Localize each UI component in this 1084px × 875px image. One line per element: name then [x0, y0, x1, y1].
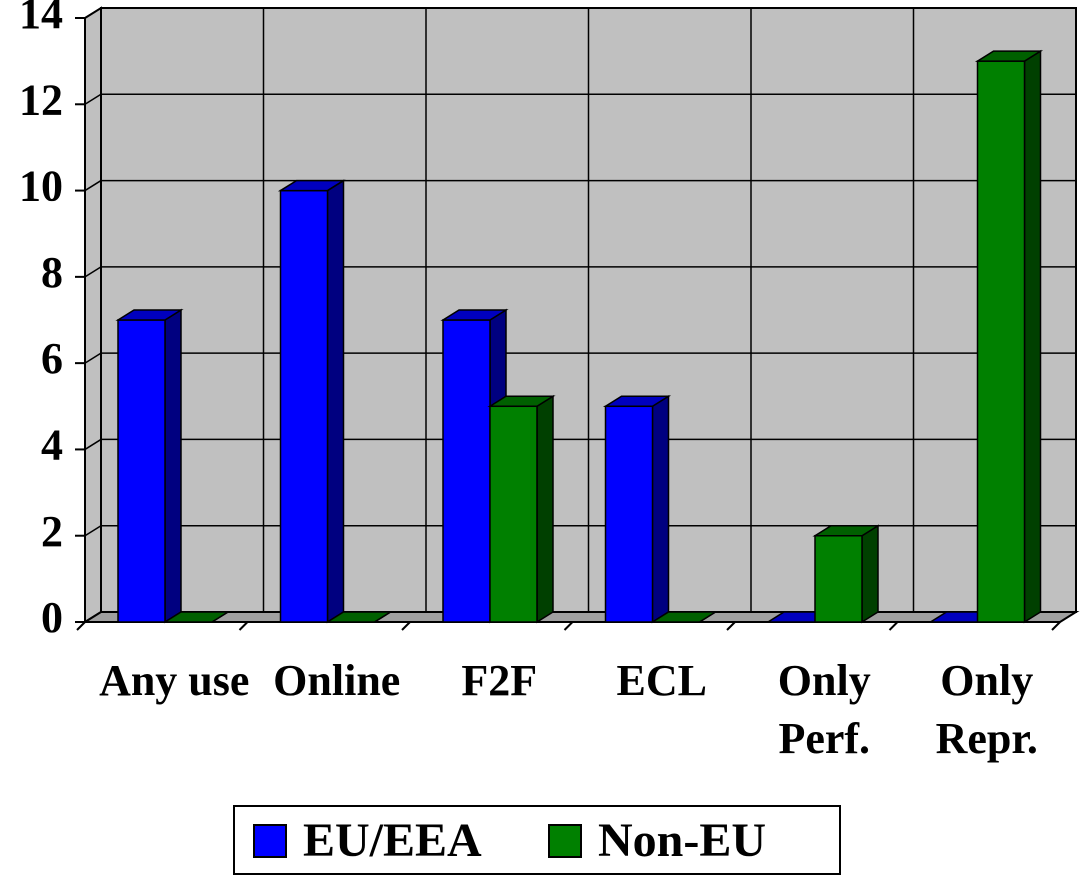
y-tick-label: 6 — [41, 334, 63, 383]
legend-label: Non-EU — [598, 814, 767, 867]
x-tick-label: F2F — [461, 656, 538, 705]
x-tick — [726, 621, 736, 631]
side-grid-line — [84, 438, 102, 451]
bar-top — [162, 611, 231, 623]
bar — [442, 319, 491, 623]
bar-top — [115, 309, 184, 321]
bar — [279, 189, 329, 623]
bar — [489, 405, 538, 623]
legend: EU/EEA Non-EU — [233, 805, 841, 875]
y-tick-label: 8 — [41, 248, 63, 297]
bar-top — [324, 611, 394, 623]
y-tick-label: 14 — [19, 0, 63, 38]
bar-side — [536, 394, 554, 624]
x-tick-label: Online — [273, 656, 401, 705]
x-tick — [888, 621, 899, 631]
bar-side — [861, 524, 879, 624]
side-grid-line — [84, 179, 102, 192]
bar-top — [602, 395, 672, 408]
side-grid-line — [84, 7, 102, 19]
side-grid-line — [84, 93, 102, 105]
y-tick-label: 10 — [19, 162, 63, 211]
y-tick-label: 4 — [41, 421, 63, 470]
x-tick-label: Only Perf. — [777, 656, 871, 763]
bar — [814, 534, 863, 623]
bar-side — [326, 179, 345, 624]
x-tick-label: ECL — [616, 656, 707, 705]
legend-swatch — [548, 823, 582, 858]
y-tick-label: 0 — [41, 593, 63, 642]
bar — [604, 405, 654, 623]
bar — [117, 319, 166, 623]
side-grid-line — [84, 611, 102, 623]
bar-side — [651, 394, 670, 624]
bar-top — [440, 309, 509, 321]
x-tick — [1051, 621, 1061, 631]
bar-top — [812, 524, 881, 537]
floor — [81, 611, 1080, 623]
bar-side — [1023, 49, 1042, 624]
y-tick-label: 12 — [19, 75, 63, 124]
side-grid-line — [84, 525, 102, 537]
legend-label: EU/EEA — [303, 814, 482, 867]
legend-item: EU/EEA — [253, 813, 482, 869]
x-tick — [563, 621, 574, 631]
legend-swatch — [253, 823, 287, 858]
bar-top — [974, 50, 1044, 62]
bar-top — [649, 611, 719, 623]
bar-top — [277, 179, 347, 192]
side-grid-line — [84, 266, 102, 278]
x-tick — [401, 621, 411, 631]
x-tick-label: Any use — [99, 656, 250, 705]
x-tick — [238, 621, 249, 631]
side-grid-line — [84, 352, 102, 364]
bar — [976, 60, 1026, 623]
legend-item: Non-EU — [548, 813, 766, 869]
x-tick-label: Only Repr. — [935, 656, 1038, 763]
bar-side — [164, 308, 182, 624]
x-tick — [76, 621, 86, 631]
y-tick-label: 2 — [41, 507, 63, 556]
bar-top — [487, 395, 556, 408]
